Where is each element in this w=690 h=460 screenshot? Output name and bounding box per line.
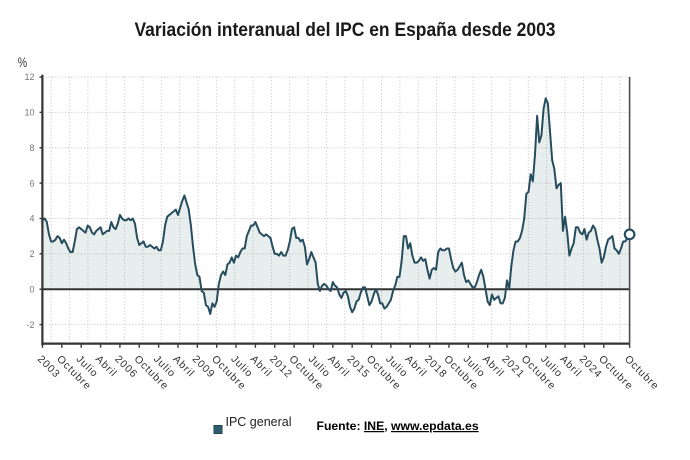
svg-text:-2: -2: [26, 320, 34, 330]
svg-text:%: %: [18, 55, 28, 71]
svg-text:Fuente: INE, www.epdata.es: Fuente: INE, www.epdata.es: [317, 419, 479, 433]
svg-text:6: 6: [29, 178, 34, 188]
svg-text:4: 4: [29, 214, 34, 224]
svg-text:2: 2: [29, 249, 34, 259]
svg-text:12: 12: [24, 72, 34, 82]
svg-text:0: 0: [29, 284, 34, 294]
svg-text:10: 10: [24, 108, 34, 118]
svg-text:IPC general: IPC general: [226, 415, 292, 429]
svg-text:Variación interanual del IPC e: Variación interanual del IPC en España d…: [135, 20, 556, 41]
svg-text:8: 8: [29, 143, 34, 153]
